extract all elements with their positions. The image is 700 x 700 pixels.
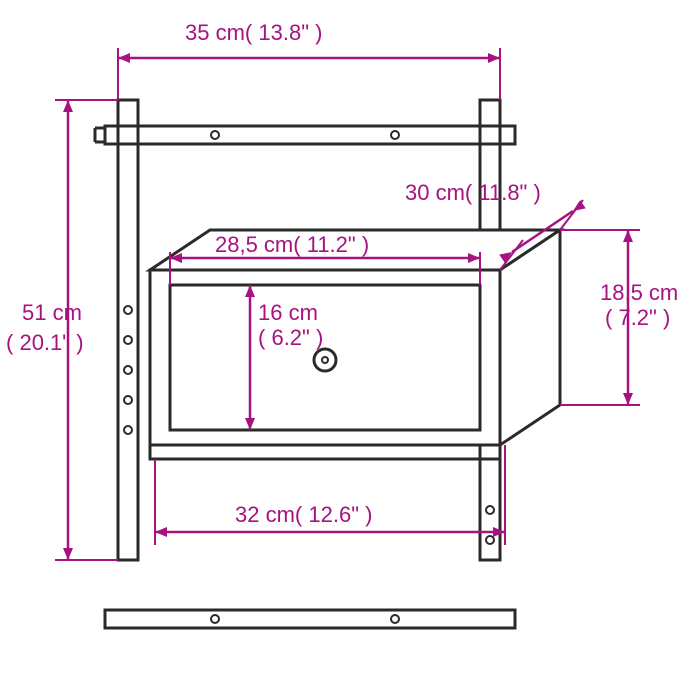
dim-drawer-w-in: 11.2" [307, 232, 356, 257]
dim-top-width-in: 13.8" [258, 20, 309, 45]
svg-text:( 6.2" ): ( 6.2" ) [258, 325, 323, 350]
dim-left-height-in: 20.1" [19, 330, 70, 355]
svg-text:( 7.2" ): ( 7.2" ) [605, 305, 670, 330]
dim-top-width: 35 cm( 13.8" ) [118, 20, 500, 100]
dim-drawer-h-cm: 16 cm [258, 300, 318, 325]
dim-bottom-w-cm: 32 cm [235, 502, 295, 527]
dim-left-height: 51 cm ( 20.1" ) [6, 100, 118, 560]
svg-text:32 cm( 12.6" ): 32 cm( 12.6" ) [235, 502, 372, 527]
svg-text:28,5 cm( 11.2" ): 28,5 cm( 11.2" ) [215, 232, 369, 257]
dim-depth-cm: 30 cm [405, 180, 465, 205]
dim-drawer-w-cm: 28,5 cm [215, 232, 293, 257]
svg-text:18,5 cm: 18,5 cm [600, 280, 678, 305]
dim-top-width-cm: 35 cm [185, 20, 245, 45]
svg-text:( 20.1" ): ( 20.1" ) [6, 330, 84, 355]
dim-right-height: 18,5 cm ( 7.2" ) [560, 230, 678, 405]
dim-depth-in: 11.8" [478, 180, 527, 205]
dim-left-height-cm: 51 cm [22, 300, 82, 325]
svg-text:16 cm: 16 cm [258, 300, 318, 325]
dimension-diagram: 35 cm( 13.8" ) 51 cm ( 20.1" ) 30 cm( 11… [0, 0, 700, 700]
svg-text:30 cm( 11.8" ): 30 cm( 11.8" ) [405, 180, 541, 205]
dim-right-h-in: 7.2" [618, 305, 656, 330]
svg-text:35 cm( 13.8" ): 35 cm( 13.8" ) [185, 20, 322, 45]
dim-drawer-h-in: 6.2" [271, 325, 309, 350]
dim-bottom-w-in: 12.6" [308, 502, 359, 527]
dim-right-h-cm: 18,5 cm [600, 280, 678, 305]
svg-text:51 cm: 51 cm [22, 300, 82, 325]
